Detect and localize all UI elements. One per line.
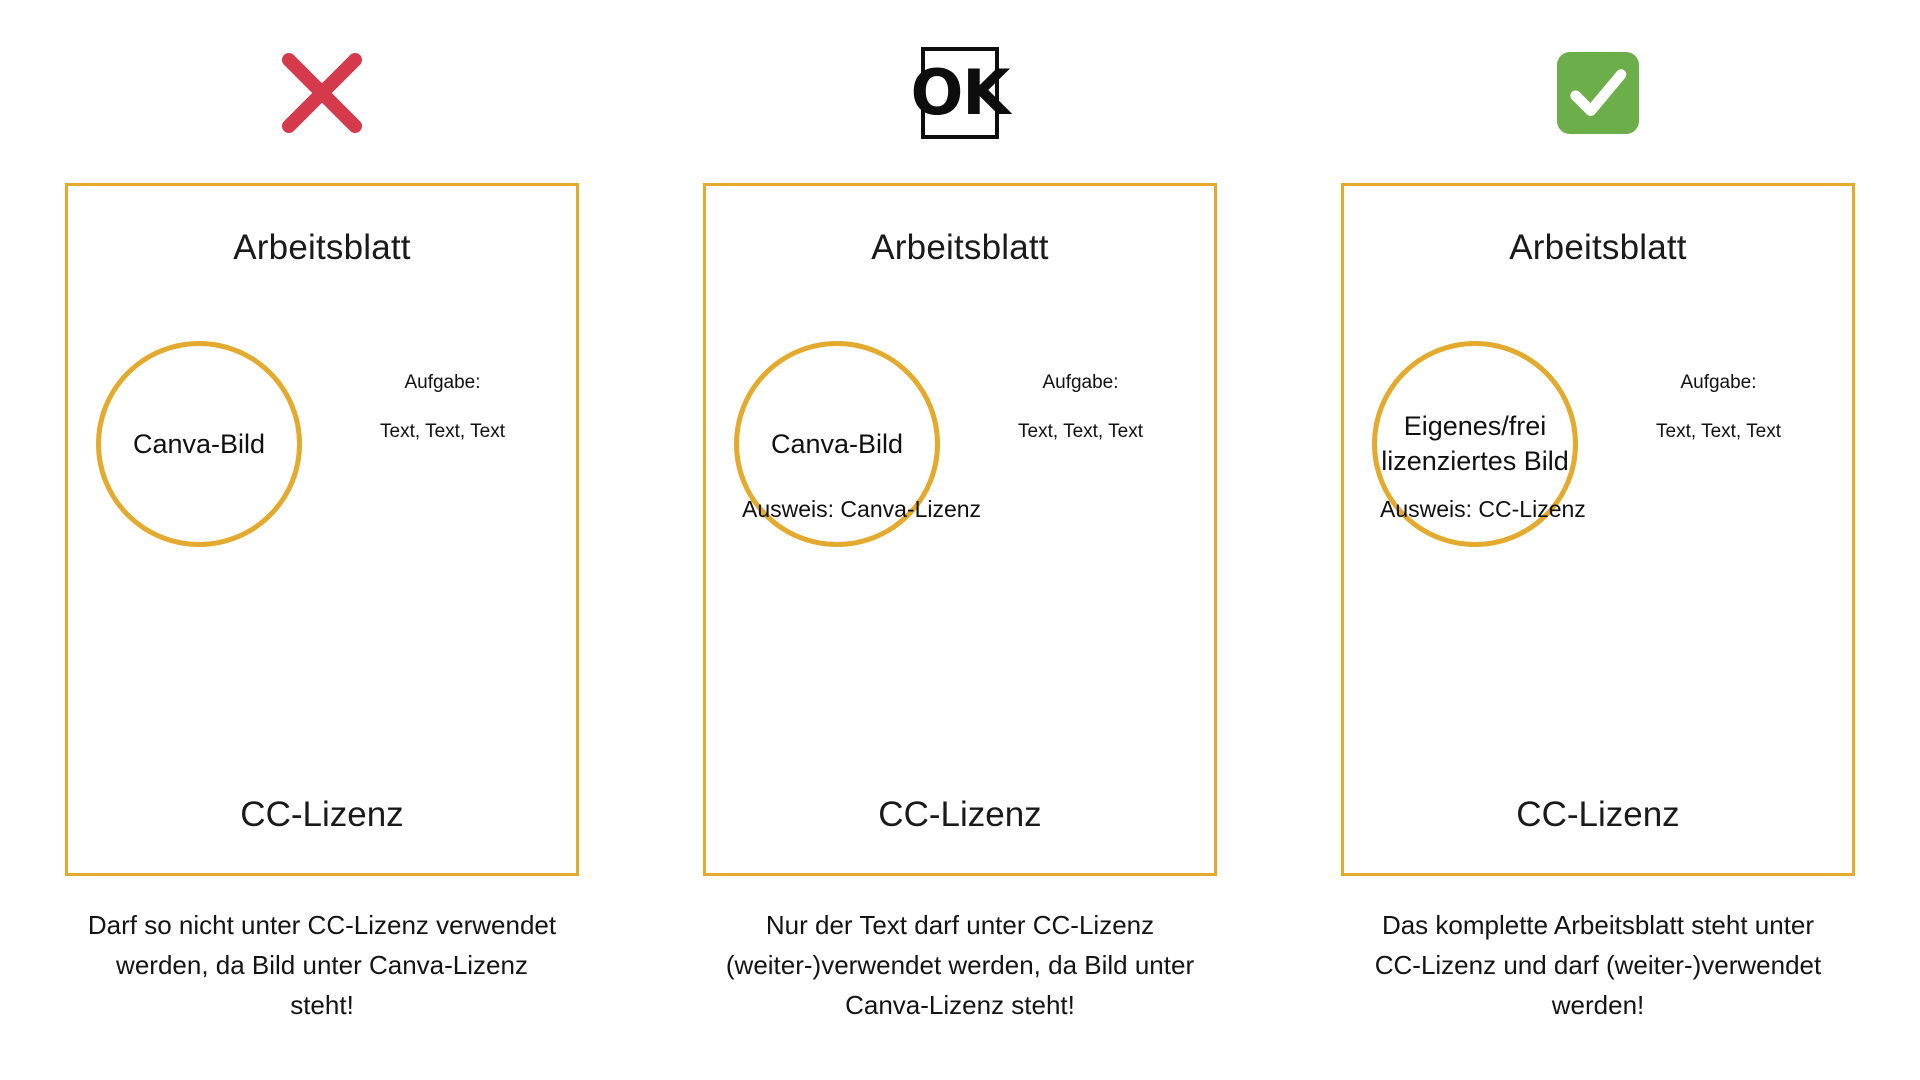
status-icon-slot: [276, 38, 368, 148]
status-icon-slot: [1557, 38, 1639, 148]
image-placeholder-circle: Canva-Bild: [734, 341, 940, 547]
image-placeholder-label: Canva-Bild: [770, 428, 904, 459]
check-glyph: [1570, 69, 1627, 117]
task-block: Aufgabe: Text, Text, Text: [330, 372, 555, 443]
image-placeholder-circle: Canva-Bild: [96, 341, 302, 547]
ok-box-label: OK: [910, 56, 1011, 129]
worksheet-card: Arbeitsblatt Canva-Bild Aufgabe: Text, T…: [65, 183, 579, 876]
green-check-icon: [1557, 52, 1639, 134]
task-block: Aufgabe: Text, Text, Text: [1606, 372, 1831, 443]
column-caption: Nur der Text darf unter CC-Lizenz (weite…: [725, 910, 1195, 1020]
worksheet-card: Arbeitsblatt Canva-Bild Aufgabe: Text, T…: [703, 183, 1217, 876]
task-body: Text, Text, Text: [380, 421, 505, 442]
comparison-column-not-allowed: Arbeitsblatt Canva-Bild Aufgabe: Text, T…: [65, 38, 579, 1025]
task-heading: Aufgabe:: [1042, 372, 1119, 393]
image-license-badge: Ausweis: Canva-Lizenz: [742, 496, 982, 522]
image-placeholder-circle: Eigenes/frei lizenziertes Bild: [1372, 341, 1578, 547]
task-heading: Aufgabe:: [1680, 372, 1757, 393]
task-body: Text, Text, Text: [1656, 421, 1781, 442]
worksheet-license-footer: CC-Lizenz: [240, 795, 404, 834]
worksheet-card: Arbeitsblatt Eigenes/frei lizenziertes B…: [1341, 183, 1855, 876]
worksheet-title: Arbeitsblatt: [1509, 228, 1687, 267]
comparison-column-partially-allowed: OK Arbeitsblatt Canva-Bild Aufgabe: Text…: [703, 38, 1217, 1025]
image-placeholder-label: Canva-Bild: [132, 428, 266, 459]
worksheet-title: Arbeitsblatt: [871, 228, 1049, 267]
worksheet-title: Arbeitsblatt: [233, 228, 411, 267]
worksheet-license-footer: CC-Lizenz: [878, 795, 1042, 834]
red-x-icon: [281, 52, 363, 134]
column-caption: Das komplette Arbeitsblatt steht unter C…: [1374, 910, 1822, 1020]
image-license-badge: Ausweis: CC-Lizenz: [1380, 496, 1586, 522]
task-body: Text, Text, Text: [1018, 421, 1143, 442]
column-caption: Darf so nicht unter CC-Lizenz verwendet …: [87, 910, 557, 1020]
task-block: Aufgabe: Text, Text, Text: [968, 372, 1193, 443]
image-placeholder-label: Eigenes/frei lizenziertes Bild: [1381, 411, 1569, 476]
task-heading: Aufgabe:: [404, 372, 481, 393]
status-icon-slot: OK: [911, 38, 1010, 148]
worksheet-license-footer: CC-Lizenz: [1516, 795, 1680, 834]
ok-box-icon: OK: [911, 47, 1010, 139]
comparison-column-fully-allowed: Arbeitsblatt Eigenes/frei lizenziertes B…: [1341, 38, 1855, 1025]
